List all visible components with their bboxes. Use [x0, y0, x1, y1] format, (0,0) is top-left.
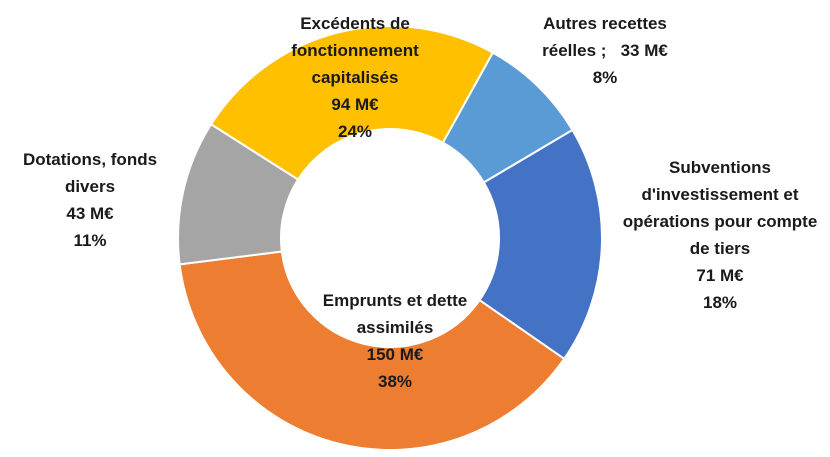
percent-label: 18% [702, 293, 738, 312]
slice-label: Autres recettes réelles ; 33 M€ 8% [515, 10, 695, 91]
value-label: 94 M€ [331, 95, 379, 114]
category-label: Excédents de fonctionnement capitalisés [291, 14, 419, 87]
category-label: Autres recettes réelles ; [542, 14, 667, 60]
donut-slice [478, 128, 603, 361]
percent-label: 24% [337, 122, 373, 141]
slice-label: Emprunts et dette assimilés 150 M€ 38% [300, 287, 490, 395]
category-label: Emprunts et dette assimilés [322, 291, 468, 337]
value-label: 33 M€ [620, 41, 668, 60]
slice-label: Subventions d'investissement et opératio… [620, 154, 820, 316]
slice-label: Dotations, fonds divers 43 M€ 11% [0, 146, 180, 254]
donut-slice [209, 25, 495, 181]
category-label: Dotations, fonds divers [22, 150, 158, 196]
value-label: 43 M€ [66, 204, 114, 223]
donut-slice [178, 250, 566, 451]
percent-label: 11% [73, 231, 107, 250]
percent-label: 38% [377, 372, 413, 391]
value-label: 71 M€ [696, 266, 744, 285]
slice-label: Excédents de fonctionnement capitalisés 9… [255, 10, 455, 145]
percent-label: 8% [592, 68, 618, 87]
value-label: 150 M€ [366, 345, 424, 364]
category-label: Subventions d'investissement et opératio… [622, 158, 818, 258]
